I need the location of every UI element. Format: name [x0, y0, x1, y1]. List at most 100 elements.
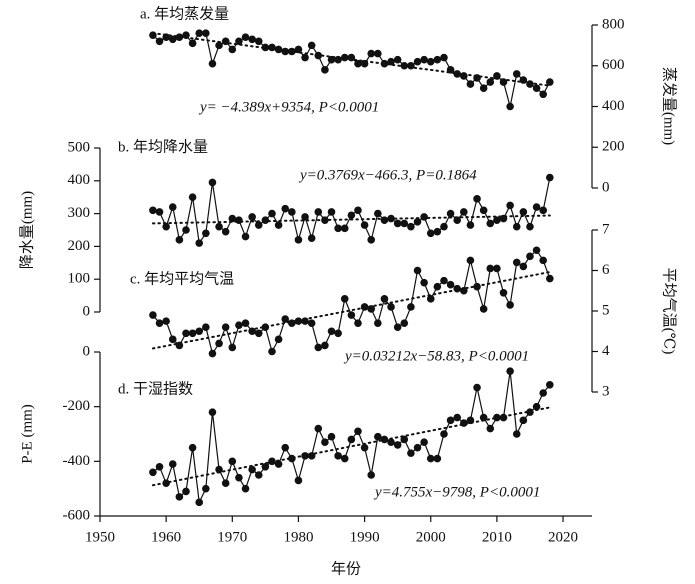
- y-tick-label: 6: [602, 262, 610, 278]
- data-point: [208, 349, 217, 358]
- data-point: [195, 29, 204, 37]
- data-point: [354, 319, 362, 327]
- data-point: [215, 465, 223, 474]
- y-tick-label: 500: [68, 139, 91, 155]
- data-point: [155, 319, 164, 327]
- trend-equation: y=4.755x−9798, P<0.0001: [373, 484, 540, 500]
- data-point: [519, 262, 528, 271]
- data-point: [241, 232, 250, 241]
- data-point: [215, 41, 223, 50]
- data-point: [400, 61, 409, 70]
- data-point: [460, 72, 468, 80]
- data-point: [327, 55, 336, 64]
- trend-equation: y=0.03212x−58.83, P<0.0001: [343, 348, 529, 364]
- data-point: [433, 454, 442, 463]
- data-point: [374, 319, 382, 327]
- data-point: [367, 471, 376, 479]
- data-point: [254, 471, 263, 479]
- data-point: [526, 80, 534, 88]
- series-line: [152, 32, 551, 107]
- data-point: [354, 59, 362, 68]
- data-point: [420, 438, 428, 447]
- data-point: [440, 222, 448, 231]
- data-point: [400, 435, 409, 444]
- y-tick-label: 200: [68, 238, 91, 254]
- data-point: [168, 460, 177, 468]
- data-point: [446, 416, 455, 425]
- data-point: [261, 43, 270, 52]
- data-point: [479, 305, 488, 313]
- data-point: [512, 70, 521, 78]
- data-point: [228, 214, 237, 223]
- data-point: [175, 341, 184, 350]
- data-point: [288, 208, 296, 216]
- data-point: [182, 226, 190, 234]
- panel-title: d. 干湿指数: [118, 380, 193, 397]
- data-point: [506, 201, 514, 210]
- data-point: [294, 476, 303, 485]
- data-point: [294, 317, 303, 325]
- data-point: [347, 311, 356, 319]
- data-point: [407, 303, 415, 311]
- y-tick-label: 0: [83, 343, 91, 359]
- data-point: [420, 213, 428, 221]
- x-tick-label: 1980: [283, 529, 313, 545]
- data-point: [526, 252, 534, 261]
- data-point: [340, 295, 349, 303]
- data-point: [334, 329, 342, 338]
- data-point: [479, 413, 488, 422]
- y-tick-label: 7: [602, 221, 610, 237]
- data-point: [248, 327, 256, 336]
- data-point: [393, 219, 402, 228]
- panel-title: c. 年均平均气温: [130, 270, 234, 287]
- data-point: [327, 432, 336, 441]
- data-point: [261, 323, 270, 332]
- data-point: [340, 53, 349, 62]
- x-tick-label: 1950: [85, 529, 115, 545]
- data-point: [493, 216, 501, 224]
- data-point: [453, 216, 462, 224]
- y-tick-label: 4: [602, 343, 610, 359]
- data-point: [393, 323, 402, 332]
- data-point: [202, 229, 210, 238]
- x-tick-label: 2020: [548, 529, 578, 545]
- data-point: [460, 286, 468, 295]
- data-point: [380, 59, 389, 68]
- data-point: [499, 214, 508, 223]
- y-axis-label: 降水量(mm): [18, 191, 35, 269]
- data-point: [473, 195, 481, 203]
- data-point: [221, 479, 230, 488]
- data-point: [208, 59, 217, 68]
- data-point: [512, 258, 521, 267]
- data-point: [426, 454, 435, 463]
- data-point: [268, 209, 276, 218]
- data-point: [400, 319, 409, 327]
- data-point: [546, 381, 554, 389]
- data-point: [268, 457, 276, 466]
- data-point: [380, 295, 389, 303]
- x-tick-label: 2010: [482, 529, 512, 545]
- data-point: [360, 59, 369, 68]
- y-tick-label: 800: [602, 16, 625, 32]
- data-point: [426, 229, 435, 238]
- data-point: [149, 206, 157, 215]
- y-axis-label: 平均气温(℃): [661, 268, 678, 355]
- data-point: [301, 53, 309, 62]
- data-point: [393, 441, 402, 449]
- data-point: [526, 222, 534, 231]
- data-point: [168, 203, 177, 211]
- data-point: [473, 383, 481, 392]
- data-point: [546, 274, 554, 283]
- data-point: [175, 236, 184, 244]
- data-point: [546, 78, 554, 86]
- data-point: [149, 311, 157, 319]
- data-point: [413, 443, 422, 452]
- data-point: [512, 222, 521, 231]
- trend-equation: y= −4.389x+9354, P<0.0001: [198, 99, 379, 115]
- data-point: [274, 45, 283, 54]
- data-point: [532, 246, 541, 255]
- data-point: [228, 457, 237, 466]
- data-point: [254, 221, 263, 229]
- data-point: [235, 321, 243, 329]
- data-point: [281, 204, 290, 213]
